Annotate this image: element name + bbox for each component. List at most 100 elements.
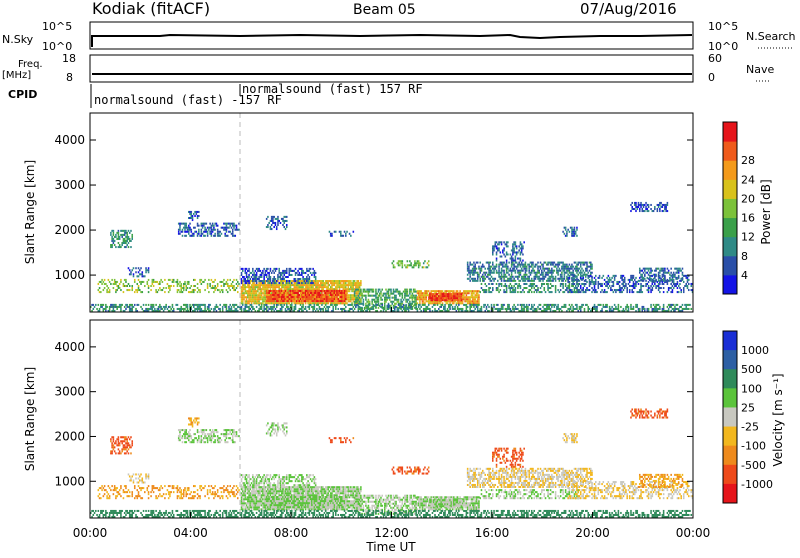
power-cell bbox=[525, 276, 527, 278]
power-cell bbox=[547, 283, 549, 285]
power-cell bbox=[423, 300, 425, 302]
power-cell bbox=[385, 295, 387, 297]
power-cell bbox=[420, 306, 422, 308]
power-cell bbox=[129, 289, 131, 291]
power-cell bbox=[355, 295, 357, 297]
power-cell bbox=[658, 289, 660, 291]
power-cell bbox=[178, 283, 180, 285]
power-cell bbox=[241, 306, 243, 308]
power-cell bbox=[295, 308, 297, 310]
freq-tick-top: 18 bbox=[62, 52, 76, 65]
power-cell bbox=[648, 281, 650, 283]
power-cell bbox=[337, 308, 339, 310]
power-cell bbox=[204, 308, 206, 310]
power-cell bbox=[317, 304, 319, 306]
power-cell bbox=[286, 268, 288, 270]
power-cell bbox=[295, 298, 297, 300]
power-cell bbox=[477, 292, 479, 294]
power-cell bbox=[353, 306, 355, 308]
power-cell bbox=[232, 281, 234, 283]
power-cell bbox=[120, 281, 122, 283]
power-cell bbox=[184, 308, 186, 310]
power-cell bbox=[241, 274, 243, 276]
power-cell bbox=[674, 274, 676, 276]
power-cell bbox=[302, 270, 304, 272]
power-cell bbox=[204, 289, 206, 291]
power-cell bbox=[295, 268, 297, 270]
power-cell bbox=[116, 308, 118, 310]
power-cell bbox=[429, 308, 431, 310]
power-cell bbox=[643, 280, 645, 282]
power-cell bbox=[286, 304, 288, 306]
power-cell bbox=[643, 272, 645, 274]
power-cell bbox=[392, 303, 394, 305]
power-cell bbox=[567, 291, 569, 293]
power-cell bbox=[488, 289, 490, 291]
power-cell bbox=[167, 283, 169, 285]
power-cell bbox=[277, 278, 279, 280]
power-cell bbox=[128, 246, 130, 248]
power-cell bbox=[201, 229, 203, 231]
power-cell bbox=[520, 253, 522, 255]
power-cell bbox=[555, 266, 557, 268]
power-cell bbox=[381, 289, 383, 291]
power-cell bbox=[428, 260, 430, 262]
power-cell bbox=[131, 287, 133, 289]
power-cell bbox=[345, 286, 347, 288]
power-cell bbox=[537, 289, 539, 291]
power-cell bbox=[638, 283, 640, 285]
power-cell bbox=[335, 308, 337, 310]
power-cell bbox=[428, 304, 430, 306]
power-cell bbox=[138, 304, 140, 306]
power-cell bbox=[393, 264, 395, 266]
power-cell bbox=[378, 297, 380, 299]
power-cell bbox=[449, 308, 451, 310]
power-cell bbox=[635, 204, 637, 206]
power-cell bbox=[287, 292, 289, 294]
power-cell bbox=[621, 291, 623, 293]
power-cell bbox=[528, 268, 530, 270]
power-cell bbox=[668, 289, 670, 291]
power-cell bbox=[585, 291, 587, 293]
power-cell bbox=[574, 283, 576, 285]
power-cell bbox=[424, 304, 426, 306]
power-cell bbox=[299, 282, 301, 284]
power-cell bbox=[178, 289, 180, 291]
power-cell bbox=[307, 282, 309, 284]
power-cell bbox=[598, 281, 600, 283]
power-cell bbox=[310, 272, 312, 274]
power-cell bbox=[384, 308, 386, 310]
power-cell bbox=[542, 280, 544, 282]
power-cell bbox=[266, 218, 268, 220]
power-cell bbox=[469, 298, 471, 300]
power-cell bbox=[677, 278, 679, 280]
power-cell bbox=[667, 202, 669, 204]
power-cell bbox=[554, 262, 556, 264]
power-cell bbox=[202, 227, 204, 229]
power-cell bbox=[580, 287, 582, 289]
power-cell bbox=[351, 304, 353, 306]
power-cell bbox=[229, 279, 231, 281]
power-cell bbox=[397, 289, 399, 291]
power-cell bbox=[213, 227, 215, 229]
power-cell bbox=[638, 206, 640, 208]
power-cell bbox=[688, 279, 690, 281]
power-cell bbox=[479, 278, 481, 280]
power-cell bbox=[192, 219, 194, 221]
power-cell bbox=[481, 270, 483, 272]
power-cell bbox=[557, 274, 559, 276]
power-cell bbox=[624, 281, 626, 283]
power-cell bbox=[283, 304, 285, 306]
power-cell bbox=[407, 293, 409, 295]
power-cell bbox=[484, 278, 486, 280]
power-cell bbox=[126, 304, 128, 306]
power-cell bbox=[511, 255, 513, 257]
power-cell bbox=[389, 297, 391, 299]
power-cell bbox=[252, 268, 254, 270]
power-cell bbox=[479, 280, 481, 282]
power-cell bbox=[536, 291, 538, 293]
power-cell bbox=[196, 231, 198, 233]
power-cell bbox=[108, 287, 110, 289]
power-cell bbox=[461, 297, 463, 299]
power-cell bbox=[633, 291, 635, 293]
